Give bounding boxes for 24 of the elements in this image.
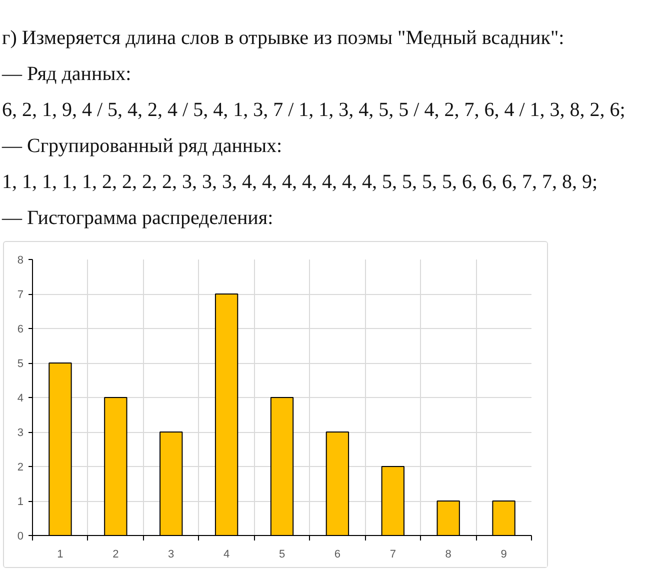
x-tick-label: 9 (500, 548, 507, 560)
y-tick-label: 7 (17, 289, 24, 301)
x-tick-label: 3 (168, 548, 174, 560)
x-tick-label: 5 (278, 548, 286, 560)
x-tick-label: 6 (334, 548, 341, 560)
text: 6, 2, 1, 9, 4 / 5, 4, 2, 4 / 5, 4, 1, 3, 7 / 1, 1, 3, 4, 5, 5 / 4, 2, 7, 6, 4 / 1, 3, 8, 2, 6; (2, 98, 626, 123)
x-tick-label: 7 (390, 548, 396, 560)
y-tick-label: 8 (17, 254, 24, 266)
text: — Ряд данных: (2, 62, 132, 87)
y-tick-label: 5 (17, 358, 24, 370)
y-tick-label: 4 (17, 392, 24, 404)
chart-title: г) Измеряется длина слов в отрывке из поэмы "Медный всадник": (2, 26, 564, 51)
y-tick-label: 6 (17, 324, 24, 336)
x-tick-label: 2 (112, 548, 119, 560)
text: 1, 1, 1, 1, 1, 2, 2, 2, 2, 3, 3, 3, 4, 4, 4, 4, 4, 4, 4, 5, 5, 5, 5, 6, 6, 6, 7, 7, 8, 9; (2, 170, 598, 195)
x-tick-label: 1 (57, 548, 64, 560)
x-tick-label: 4 (223, 548, 230, 560)
x-tick-label: 8 (445, 548, 452, 560)
y-tick-label: 3 (17, 427, 24, 439)
text: — Гистограмма распределения: (2, 206, 274, 231)
y-tick-label: 1 (17, 496, 24, 508)
text: — Сгрупированный ряд данных: (2, 134, 282, 159)
y-tick-label: 2 (17, 462, 24, 474)
y-tick-label: 0 (17, 530, 24, 542)
